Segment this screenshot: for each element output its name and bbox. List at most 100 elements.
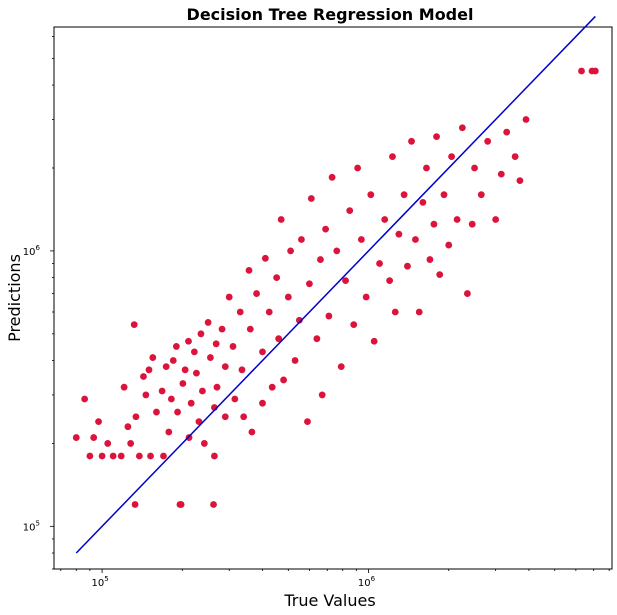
scatter-point xyxy=(333,247,341,255)
scatter-point xyxy=(218,325,226,333)
scatter-point xyxy=(253,290,260,297)
scatter-point xyxy=(395,230,403,238)
scatter-point xyxy=(412,236,419,243)
scatter-point xyxy=(458,124,466,132)
scatter-point xyxy=(130,321,138,329)
scatter-point xyxy=(453,216,461,223)
scatter-point xyxy=(179,380,187,387)
scatter-point xyxy=(423,164,430,172)
scatter-point xyxy=(275,335,283,343)
scatter-point xyxy=(174,408,181,416)
scatter-point xyxy=(248,428,256,436)
scatter-point xyxy=(259,348,266,356)
scatter-point xyxy=(187,399,195,407)
scatter-point xyxy=(131,501,139,508)
y-axis-label: Predictions xyxy=(5,254,24,342)
scatter-point xyxy=(426,256,434,263)
scatter-point xyxy=(177,501,185,508)
scatter-point xyxy=(259,399,266,407)
y-tick-label: 105 xyxy=(23,519,40,533)
scatter-point xyxy=(98,452,106,460)
scatter-point xyxy=(298,236,305,243)
scatter-point xyxy=(357,236,365,243)
scatter-point xyxy=(471,164,478,172)
scatter-point xyxy=(362,293,370,301)
scatter-point xyxy=(350,321,358,329)
scatter-point xyxy=(90,434,98,441)
scatter-point xyxy=(433,133,440,141)
scatter-point xyxy=(370,337,378,345)
scatter-point xyxy=(245,266,253,274)
scatter-point xyxy=(591,67,599,75)
scatter-point xyxy=(430,220,438,228)
scatter-point xyxy=(200,440,208,447)
scatter-point xyxy=(95,418,102,426)
scatter-point xyxy=(400,191,408,199)
scatter-point xyxy=(240,413,248,421)
scatter-point xyxy=(497,170,505,178)
scatter-point xyxy=(213,383,221,391)
scatter-point xyxy=(522,116,530,123)
scatter-point xyxy=(318,391,326,399)
scatter-point xyxy=(185,337,192,345)
scatter-point xyxy=(207,354,214,361)
scatter-point xyxy=(199,387,206,395)
scatter-point xyxy=(172,343,180,350)
plot-area-frame xyxy=(53,26,613,570)
scatter-point xyxy=(140,373,147,380)
scatter-point xyxy=(210,501,217,508)
scatter-point xyxy=(492,216,500,223)
scatter-point xyxy=(463,290,471,297)
scatter-point xyxy=(135,452,143,460)
scatter-point xyxy=(149,354,157,361)
scatter-point xyxy=(225,293,233,301)
scatter-point xyxy=(354,164,362,172)
scatter-point xyxy=(484,137,492,145)
scatter-point xyxy=(86,452,94,460)
scatter-point xyxy=(246,325,254,333)
scatter-point xyxy=(273,274,281,281)
scatter-point xyxy=(197,330,205,338)
scatter-point xyxy=(342,277,349,285)
scatter-point xyxy=(158,387,166,395)
scatter-point xyxy=(511,153,519,160)
scatter-point xyxy=(204,319,212,326)
scatter-point xyxy=(404,262,411,270)
scatter-point xyxy=(72,434,80,441)
scatter-point xyxy=(503,128,511,136)
x-tick-label: 105 xyxy=(91,575,108,589)
scatter-point xyxy=(448,153,455,160)
scatter-point xyxy=(265,308,273,316)
scatter-point xyxy=(287,247,295,255)
scatter-point xyxy=(153,408,160,416)
scatter-point xyxy=(160,452,167,460)
scatter-point xyxy=(212,340,220,348)
scatter-point xyxy=(291,357,299,364)
scatter-point xyxy=(104,440,112,447)
scatter-point xyxy=(516,177,524,184)
scatter-point xyxy=(386,277,394,285)
scatter-point xyxy=(120,383,128,391)
scatter-point xyxy=(415,308,423,316)
scatter-point xyxy=(440,191,448,199)
scatter-point xyxy=(181,366,189,374)
scatter-point xyxy=(304,418,311,426)
scatter-point xyxy=(313,335,321,343)
scatter-point xyxy=(162,363,170,371)
scatter-point xyxy=(284,293,292,301)
scatter-point xyxy=(307,195,315,202)
scatter-point xyxy=(280,376,287,384)
y-tick-label: 106 xyxy=(23,244,41,258)
scatter-point xyxy=(445,241,453,249)
chart-title: Decision Tree Regression Model xyxy=(187,5,474,24)
data-points xyxy=(72,67,599,508)
scatter-point xyxy=(229,343,237,350)
scatter-point xyxy=(221,363,229,371)
scatter-point xyxy=(147,452,154,460)
scatter-point xyxy=(477,191,485,199)
reference-line-layer xyxy=(75,15,596,554)
scatter-point xyxy=(376,260,383,267)
scatter-point xyxy=(295,316,303,324)
x-axis-label: True Values xyxy=(283,591,375,610)
scatter-point xyxy=(408,137,415,145)
